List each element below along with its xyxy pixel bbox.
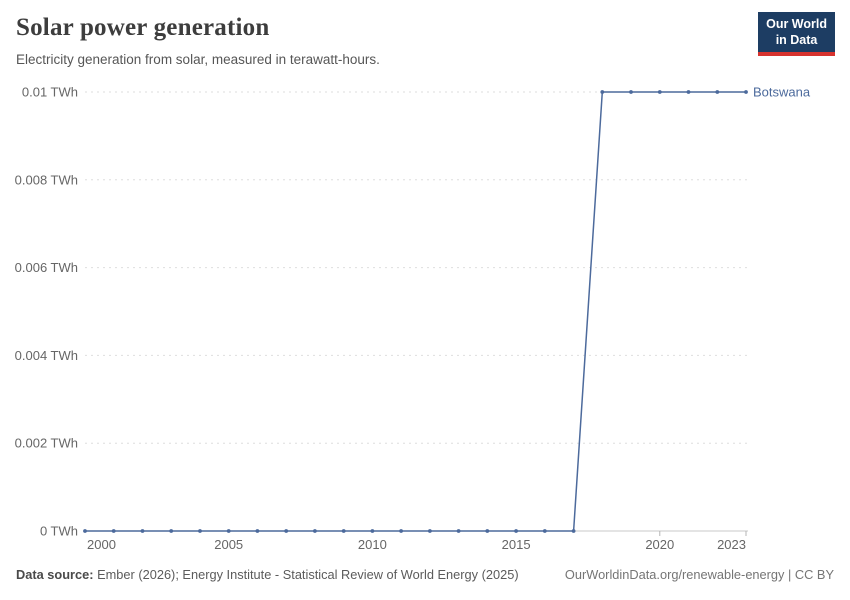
y-tick-label: 0.004 TWh xyxy=(15,348,78,363)
series-line-botswana xyxy=(85,91,746,532)
data-point xyxy=(226,529,231,533)
data-source-label: Data source: xyxy=(16,567,94,582)
data-point xyxy=(284,529,289,533)
data-source-note: Data source: Ember (2026); Energy Instit… xyxy=(16,567,519,582)
x-tick-label: 2010 xyxy=(358,537,387,552)
data-point xyxy=(140,529,145,533)
chart-subtitle: Electricity generation from solar, measu… xyxy=(16,52,380,67)
page-title: Solar power generation xyxy=(16,14,270,41)
data-point xyxy=(198,529,202,533)
data-point xyxy=(485,529,490,533)
data-point xyxy=(255,529,260,533)
data-point xyxy=(399,529,403,533)
data-point xyxy=(83,529,87,533)
entity-label[interactable]: Botswana xyxy=(753,85,811,100)
x-tick-label: 2020 xyxy=(645,537,674,552)
y-tick-label: 0 TWh xyxy=(40,524,78,539)
data-point xyxy=(657,90,662,94)
x-tick-label: 2023 xyxy=(717,537,746,552)
data-point xyxy=(686,90,691,94)
x-tick-label: 2005 xyxy=(214,537,243,552)
data-point xyxy=(715,90,720,94)
y-tick-label: 0.006 TWh xyxy=(15,260,78,275)
data-point xyxy=(169,529,174,533)
owid-logo-line2: in Data xyxy=(775,32,818,47)
data-point xyxy=(542,529,547,533)
data-point xyxy=(629,90,633,94)
y-tick-label: 0.01 TWh xyxy=(22,85,78,100)
data-point xyxy=(313,529,317,533)
owid-url-license[interactable]: OurWorldinData.org/renewable-energy | CC… xyxy=(564,567,834,582)
data-point xyxy=(571,529,576,533)
data-point xyxy=(456,529,461,533)
x-tick-label: 2015 xyxy=(502,537,531,552)
owid-logo-line1: Our World xyxy=(766,17,827,31)
data-point xyxy=(341,529,346,533)
data-point xyxy=(600,90,605,94)
data-point xyxy=(111,529,116,533)
data-source-text: Ember (2026); Energy Institute - Statist… xyxy=(93,567,519,582)
data-point xyxy=(428,529,432,533)
x-tick-label: 2000 xyxy=(87,537,116,552)
y-tick-label: 0.002 TWh xyxy=(15,436,78,451)
chart-footer: Data source: Ember (2026); Energy Instit… xyxy=(16,567,834,582)
data-point xyxy=(370,529,375,533)
owid-logo[interactable]: Our World in Data xyxy=(758,12,835,57)
data-point xyxy=(744,90,748,94)
y-tick-label: 0.008 TWh xyxy=(15,172,78,187)
data-point xyxy=(514,529,518,533)
